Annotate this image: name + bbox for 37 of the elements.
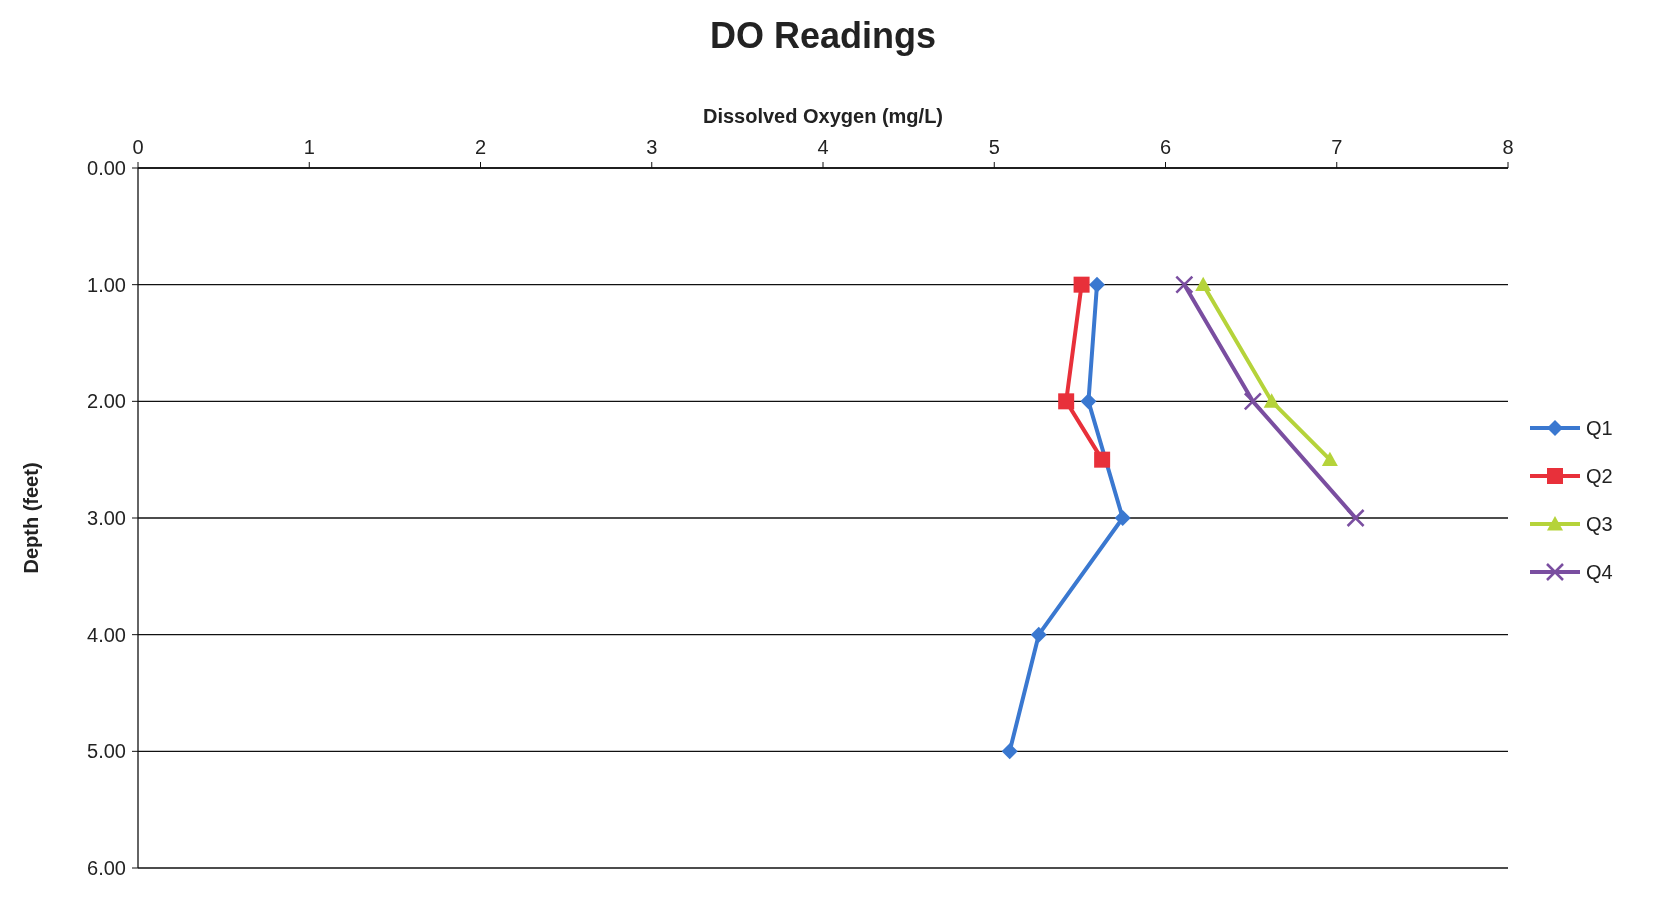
point xyxy=(1094,451,1111,468)
chart-title: DO Readings xyxy=(709,15,937,56)
point xyxy=(1058,393,1075,410)
point xyxy=(1001,743,1018,760)
x-tick-label: 6 xyxy=(1159,136,1172,158)
x-tick-label: 3 xyxy=(646,136,658,158)
legend-label: Q1 xyxy=(1586,417,1613,439)
y-tick-label: 5.00 xyxy=(87,740,126,763)
legend-label: Q4 xyxy=(1586,561,1613,583)
point xyxy=(1175,275,1194,294)
x-tick-label: 2 xyxy=(474,136,487,158)
y-tick-label: 6.00 xyxy=(87,857,126,879)
x-tick-label: 7 xyxy=(1331,136,1343,158)
x-tick-label: 1 xyxy=(303,136,315,158)
point xyxy=(1243,392,1263,411)
point xyxy=(1195,276,1212,292)
legend-label: Q2 xyxy=(1586,465,1613,487)
legend-label: Q3 xyxy=(1586,513,1613,535)
point xyxy=(1321,451,1338,467)
point xyxy=(1080,393,1097,410)
point xyxy=(1114,510,1131,526)
y-axis-title: Depth (feet) xyxy=(20,462,42,574)
y-tick-label: 3.00 xyxy=(87,507,126,529)
y-tick-label: 1.00 xyxy=(87,273,126,296)
point xyxy=(1073,276,1090,293)
x-tick-label: 4 xyxy=(817,136,829,158)
y-tick-label: 2.00 xyxy=(87,390,126,413)
point xyxy=(1030,626,1047,643)
point xyxy=(1346,508,1365,528)
x-tick-label: 8 xyxy=(1502,136,1514,158)
x-axis-title: Dissolved Oxygen (mg/L) xyxy=(702,105,944,127)
x-tick-label: 0 xyxy=(132,136,144,158)
y-tick-label: 4.00 xyxy=(87,623,126,646)
x-tick-label: 5 xyxy=(988,136,1000,158)
point xyxy=(1263,393,1280,408)
y-tick-label: 0.00 xyxy=(87,157,126,179)
point xyxy=(1089,276,1105,293)
